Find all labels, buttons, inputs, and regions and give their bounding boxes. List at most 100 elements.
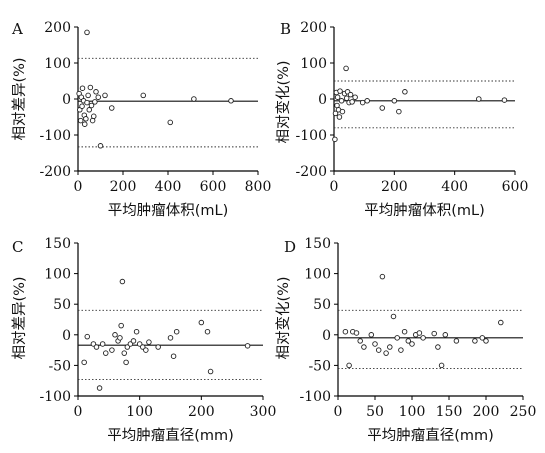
x-tick-label: 100 [126,404,153,420]
data-point [338,98,345,104]
data-point [244,343,251,349]
data-point [337,88,343,94]
data-point [401,328,408,335]
data-point [453,338,460,344]
panel-letter: C [12,238,23,256]
data-point [498,319,504,326]
data-point [130,338,137,344]
data-point [93,89,99,95]
data-point [112,332,118,338]
x-tick-label: 200 [381,179,408,195]
data-point [343,65,349,72]
data-point [398,347,404,353]
y-tick-label: 100 [44,267,71,283]
data-point [342,328,349,335]
data-point [357,338,363,344]
panel-b: B -200 -100 0 100 200 0 200 400 600 平均肿瘤体积(mL) 相对变化… [275,20,528,219]
data-point [96,385,103,391]
data-point [146,339,152,345]
x-axis-label: 平均肿瘤体积(mL) [108,202,229,219]
y-tick-label: 100 [44,56,71,72]
data-point [483,338,489,344]
data-point [372,341,378,347]
y-tick-label: -200 [40,164,71,180]
y-tick-label: 200 [300,20,327,36]
data-point [93,344,100,350]
x-tick-label: 0 [334,404,343,420]
data-point [79,103,85,109]
y-tick-label: 0 [62,328,71,344]
data-point [198,319,205,326]
data-point [167,335,174,341]
data-point [402,89,408,95]
data-point [346,362,352,369]
x-tick-label: 0 [74,404,83,420]
y-tick-label: -200 [296,164,327,180]
data-point [92,99,98,105]
data-point [102,92,108,99]
x-tick-label: 100 [399,404,426,420]
data-point [387,344,393,350]
panel-letter: A [11,20,23,38]
data-point [379,273,386,280]
y-tick-label: -100 [300,389,331,405]
data-point [347,91,354,98]
y-tick-label: -50 [308,358,331,374]
y-tick-label: -50 [48,358,71,374]
data-point [396,108,402,115]
data-point [143,347,149,353]
panel-letter: B [280,20,291,38]
data-point [438,362,445,369]
data-point [359,99,366,106]
data-point [173,328,180,335]
data-point [390,313,397,320]
data-point [191,96,197,102]
data-point [84,99,90,106]
y-tick-label: 50 [313,297,331,313]
data-point [108,105,115,111]
data-point [121,350,127,356]
data-point [420,335,426,341]
data-point [334,94,341,100]
data-point [79,85,86,91]
data-point [117,335,123,341]
data-point [383,350,389,356]
y-axis-label: 相对变化(%) [275,60,292,143]
data-point [167,119,173,126]
y-tick-label: -100 [40,128,71,144]
y-tick-label: 100 [300,56,327,72]
data-point [228,98,234,104]
data-point [349,99,355,105]
x-tick-label: 600 [200,179,227,195]
data-point [431,330,437,337]
data-point [81,121,88,127]
data-point [83,116,89,122]
panel-a: A -200 -100 0 100 200 0 200 400 600 800 平均肿瘤体积(mL) 相… [11,20,271,219]
panel-letter: D [284,238,296,256]
data-point [364,98,370,104]
y-tick-label: -100 [296,128,327,144]
x-tick-label: 200 [188,404,215,420]
data-point [119,278,126,285]
data-point [84,29,90,36]
data-point [85,92,91,99]
data-point [394,335,400,341]
data-point [89,117,96,124]
data-point [332,110,339,117]
data-point [375,347,382,353]
data-point [476,96,482,102]
data-point [332,136,338,143]
y-tick-label: -100 [40,389,71,405]
data-point [95,94,101,100]
data-point [352,94,358,100]
x-tick-label: 600 [502,179,529,195]
data-point [133,328,140,335]
x-axis-label: 平均肿瘤直径(mm) [367,427,494,444]
data-point [86,107,92,113]
data-point [479,335,486,341]
data-point [339,108,346,115]
data-point [140,92,146,99]
x-tick-label: 800 [245,179,272,195]
data-point [87,84,94,91]
